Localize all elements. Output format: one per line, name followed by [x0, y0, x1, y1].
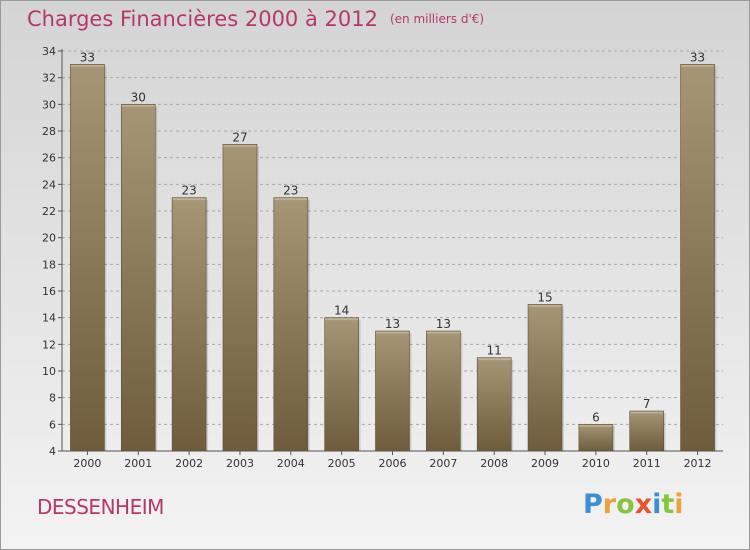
y-tick-label: 34: [42, 45, 56, 58]
bars: [70, 64, 717, 452]
x-tick-label: 2011: [633, 457, 661, 470]
y-tick-label: 20: [42, 232, 56, 245]
proxiti-logo: Proxiti: [583, 489, 684, 520]
y-tick-label: 30: [42, 98, 56, 111]
bar: [273, 197, 309, 452]
logo-letter: t: [661, 489, 675, 520]
y-tick-label: 14: [42, 312, 56, 325]
logo-letter: o: [616, 489, 635, 520]
x-tick-label: 2010: [582, 457, 610, 470]
bar: [171, 197, 207, 452]
x-tick-label: 2003: [226, 457, 254, 470]
y-tick-label: 6: [49, 418, 56, 431]
x-tick-label: 2005: [328, 457, 356, 470]
data-label: 11: [487, 344, 502, 358]
bar: [527, 304, 563, 452]
logo-letter: i: [652, 489, 662, 520]
y-tick-label: 22: [42, 205, 56, 218]
data-label: 23: [283, 184, 298, 198]
bar: [426, 330, 461, 452]
bar: [324, 317, 359, 452]
bar: [70, 64, 105, 452]
logo-letter: P: [583, 489, 603, 520]
x-tick-label: 2001: [124, 457, 152, 470]
logo-letter: i: [674, 489, 684, 520]
bar-highlight: [579, 424, 613, 427]
data-label: 14: [334, 304, 349, 318]
bar-highlight: [121, 104, 155, 107]
bar-highlight: [376, 331, 409, 334]
x-tick-label: 2002: [175, 457, 203, 470]
y-tick-label: 24: [42, 178, 56, 191]
chart-subtitle: (en milliers d'€): [389, 12, 485, 26]
bar-highlight: [223, 144, 257, 147]
axes: 4 6 8 10 12 14 16 18 20 22 24 26 28 30 32 34 2000 2001 200…: [42, 45, 723, 470]
bar-highlight: [325, 318, 359, 321]
y-tick-label: 12: [42, 338, 56, 351]
bar: [680, 64, 715, 452]
data-label: 33: [690, 50, 705, 64]
bar: [222, 144, 258, 452]
data-label: 27: [232, 130, 247, 144]
bar-highlight: [426, 331, 460, 334]
bar-highlight: [274, 198, 308, 201]
x-tick-label: 2004: [277, 457, 305, 470]
logo-letter: x: [634, 489, 653, 520]
x-tick-label: 2012: [684, 457, 712, 470]
chart-title-text: Charges Financières 2000 à 2012: [27, 7, 378, 31]
data-label: 15: [537, 290, 552, 304]
bar-highlight: [528, 304, 562, 307]
y-tick-label: 4: [49, 445, 56, 458]
bar: [476, 357, 512, 452]
x-tick-label: 2008: [480, 457, 508, 470]
x-tick-label: 2006: [379, 457, 407, 470]
y-tick-label: 32: [42, 72, 56, 85]
place-name: DESSENHEIM: [37, 495, 164, 519]
bar-highlight: [630, 411, 664, 414]
data-label: 30: [131, 90, 146, 104]
data-labels: 33 30 23 27 23 14 13 13 11 15 6 7 33: [80, 50, 705, 424]
y-tick-label: 28: [42, 125, 56, 138]
bar: [375, 330, 410, 452]
chart-title: Charges Financières 2000 à 2012 (en milli…: [27, 7, 484, 31]
bar: [578, 424, 614, 452]
bar: [629, 410, 665, 452]
data-label: 6: [592, 410, 600, 424]
logo-letter: r: [602, 489, 617, 520]
data-label: 33: [80, 50, 95, 64]
y-tick-label: 26: [42, 152, 56, 165]
data-label: 7: [643, 397, 651, 411]
x-tick-label: 2000: [73, 457, 101, 470]
bar-highlight: [70, 64, 104, 67]
data-label: 23: [181, 184, 196, 198]
x-tick-label: 2009: [531, 457, 559, 470]
data-label: 13: [436, 317, 451, 331]
bar: [120, 104, 156, 452]
y-tick-label: 16: [42, 285, 56, 298]
y-tick-label: 18: [42, 258, 56, 271]
data-label: 13: [385, 317, 400, 331]
bar-highlight: [477, 358, 511, 361]
bar-highlight: [681, 64, 715, 67]
x-tick-label: 2007: [429, 457, 457, 470]
y-tick-label: 8: [49, 392, 56, 405]
bar-highlight: [172, 198, 206, 201]
y-tick-label: 10: [42, 365, 56, 378]
